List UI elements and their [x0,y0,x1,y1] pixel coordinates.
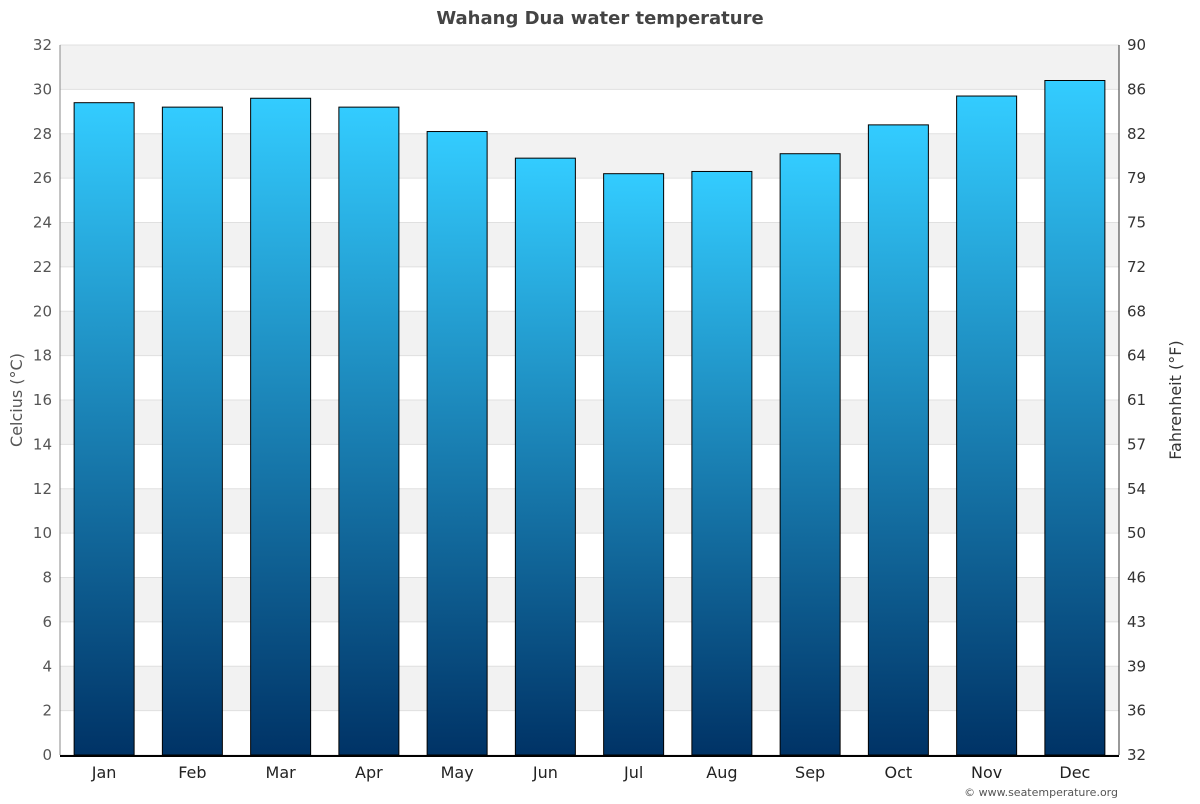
y-tick-label-left: 2 [42,702,52,720]
y-tick-label-left: 8 [42,569,52,587]
x-tick-label: Feb [178,763,206,782]
x-tick-label: Apr [355,763,383,782]
y-tick-label-right: 43 [1127,613,1146,631]
grid-band [60,666,1119,711]
y-tick-label-left: 12 [33,480,52,498]
y-tick-label-left: 20 [33,302,52,320]
x-tick-label: Jun [532,763,558,782]
y-tick-label-left: 32 [33,36,52,54]
x-tick-label: Jan [91,763,117,782]
y-tick-label-left: 26 [33,169,52,187]
y-tick-label-right: 46 [1127,569,1146,587]
y-axis-label-left: Celcius (°C) [7,353,26,447]
y-tick-label-right: 90 [1127,36,1146,54]
y-tick-label-left: 24 [33,214,52,232]
credit-text: © www.seatemperature.org [964,786,1118,799]
grid-band [60,45,1119,90]
y-tick-label-right: 79 [1127,169,1146,187]
x-tick-label: Dec [1059,763,1090,782]
y-tick-label-left: 22 [33,258,52,276]
y-tick-label-right: 75 [1127,214,1146,232]
y-tick-label-right: 50 [1127,524,1146,542]
y-tick-label-right: 32 [1127,746,1146,764]
x-tick-label: Mar [266,763,297,782]
bar-nov [956,95,1018,756]
x-tick-label: Sep [795,763,825,782]
grid-band [60,222,1119,267]
bar-apr [338,106,400,756]
y-tick-label-left: 4 [42,657,52,675]
y-tick-label-right: 82 [1127,125,1146,143]
y-tick-label-right: 68 [1127,302,1146,320]
y-tick-label-right: 72 [1127,258,1146,276]
bar-feb [161,106,223,756]
chart-title: Wahang Dua water temperature [436,8,763,29]
y-tick-label-right: 61 [1127,391,1146,409]
bar-dec [1044,80,1106,756]
grid-band [60,488,1119,534]
grid-band [60,400,1119,445]
bar-oct [867,124,929,756]
grid-band [60,311,1119,356]
grid-band [60,577,1119,622]
bar-sep [779,153,841,756]
bar-jul [603,173,665,756]
y-tick-label-left: 28 [33,125,52,143]
x-tick-label: Oct [885,763,913,782]
x-tick-label: Jul [623,763,643,782]
y-tick-label-left: 14 [33,435,52,453]
y-tick-label-left: 18 [33,347,52,365]
bar-may [426,131,488,756]
x-tick-label: May [441,763,474,782]
y-tick-label-right: 64 [1127,347,1146,365]
bar-jan [73,102,135,756]
y-tick-label-left: 10 [33,524,52,542]
y-tick-label-left: 30 [33,80,52,98]
bar-aug [691,170,753,756]
x-tick-label: Nov [971,763,1002,782]
y-tick-label-right: 86 [1127,80,1146,98]
y-tick-label-right: 36 [1127,702,1146,720]
y-tick-label-right: 57 [1127,435,1146,453]
bar-jun [514,157,576,756]
y-tick-label-left: 16 [33,391,52,409]
bar-mar [250,97,312,756]
y-axis-label-right: Fahrenheit (°F) [1166,340,1185,459]
y-tick-label-right: 39 [1127,657,1146,675]
grid-band [60,133,1119,179]
x-tick-label: Aug [706,763,737,782]
y-tick-label-right: 54 [1127,480,1146,498]
y-tick-label-left: 6 [42,613,52,631]
y-tick-label-left: 0 [42,746,52,764]
